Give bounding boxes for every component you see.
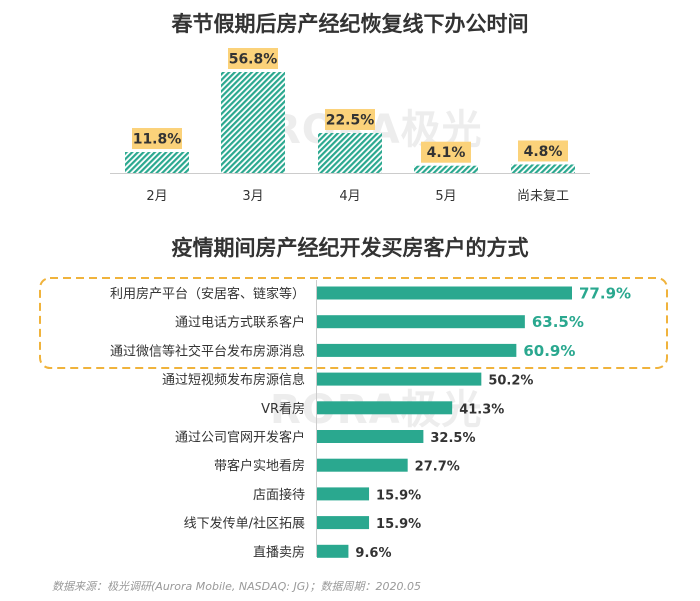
category-label-4: 通过短视频发布房源信息 (162, 372, 305, 388)
category-label-4: 5月 (435, 189, 456, 204)
value-label-4: 4.1% (427, 145, 466, 161)
value-label-5: 4.8% (524, 144, 563, 160)
value-label-bg-1 (132, 128, 182, 150)
hbar-6 (317, 430, 424, 443)
value-label-1: 11.8% (133, 132, 182, 148)
category-label-2: 3月 (242, 189, 263, 204)
value-label-7: 27.7% (415, 460, 460, 475)
value-label-bg-2 (228, 48, 278, 69)
hbar-5 (317, 401, 453, 415)
bar-2 (221, 72, 285, 173)
category-label-1: 2月 (146, 189, 167, 204)
bar-3 (318, 132, 382, 173)
vertical-bar-chart: 11.8% 2月 56.8% 3月 22.5% 4月 4.1% 5月 4.8% 尚未复工 (110, 48, 590, 204)
category-label-10: 直播卖房 (253, 544, 305, 560)
category-label-5: VR看房 (261, 401, 305, 417)
category-label-6: 通过公司官网开发客户 (175, 430, 305, 446)
value-label-10: 9.6% (355, 546, 391, 561)
bar-4 (414, 165, 478, 173)
value-label-9: 15.9% (376, 517, 421, 532)
value-label-3: 60.9% (523, 342, 575, 360)
hbar-9 (317, 516, 370, 530)
hbar-1 (317, 286, 572, 300)
value-label-5: 41.3% (459, 402, 504, 417)
value-label-2: 56.8% (229, 52, 278, 68)
category-label-2: 通过电话方式联系客户 (175, 315, 305, 331)
category-label-9: 线下发传单/社区拓展 (184, 516, 305, 532)
highlight-box (39, 277, 668, 369)
bar-5 (511, 164, 575, 173)
category-label-1: 利用房产平台（安居客、链家等） (110, 286, 305, 302)
hbar-10 (317, 544, 349, 558)
category-label-5: 尚未复工 (517, 189, 569, 204)
hbar-2 (317, 315, 525, 329)
value-label-bg-3 (325, 108, 375, 130)
horizontal-bar-chart: 利用房产平台（安居客、链家等） 77.9% 通过电话方式联系客户 63.5% 通过微信等… (39, 277, 668, 561)
category-label-3: 通过微信等社交平台发布房源消息 (110, 343, 305, 359)
value-label-4: 50.2% (488, 374, 533, 389)
category-label-8: 店面接待 (253, 487, 305, 503)
source-note: 数据来源：极光调研(Aurora Mobile, NASDAQ: JG)；数据周… (52, 580, 422, 593)
value-label-bg-5 (518, 140, 568, 162)
value-label-8: 15.9% (376, 488, 421, 503)
value-label-2: 63.5% (532, 313, 584, 331)
value-label-bg-4 (421, 141, 471, 163)
category-label-3: 4月 (339, 189, 360, 204)
chart1-title: 春节假期后房产经纪恢复线下办公时间 (171, 12, 529, 36)
bar-1 (125, 152, 189, 173)
hbar-4 (317, 372, 482, 386)
hbar-3 (317, 343, 517, 357)
hbar-8 (317, 487, 370, 501)
value-label-1: 77.9% (579, 285, 631, 303)
chart2-title: 疫情期间房产经纪开发买房客户的方式 (171, 236, 529, 260)
hbar-7 (317, 458, 408, 472)
value-label-6: 32.5% (430, 431, 475, 446)
value-label-3: 22.5% (326, 112, 375, 128)
category-label-7: 带客户实地看房 (214, 458, 305, 474)
